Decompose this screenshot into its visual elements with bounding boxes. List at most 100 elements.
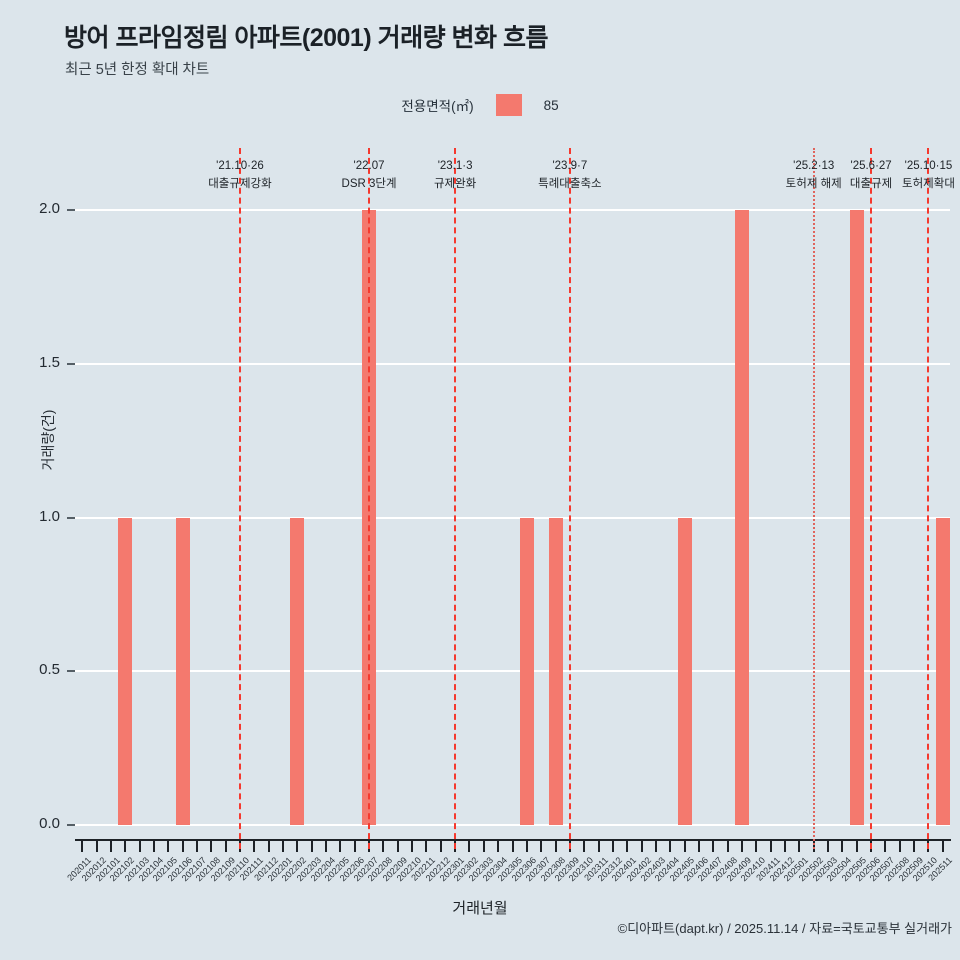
x-axis-tick bbox=[755, 841, 758, 852]
event-annotation-label: '25.6·27 대출규제 bbox=[850, 158, 892, 194]
event-annotation-desc: 규제완화 bbox=[433, 178, 477, 190]
event-marker-line bbox=[870, 148, 873, 849]
x-axis-tick bbox=[138, 841, 141, 852]
bar[interactable] bbox=[519, 517, 534, 825]
event-marker-line bbox=[568, 148, 571, 849]
x-axis-tick bbox=[339, 841, 342, 852]
x-axis-tick bbox=[310, 841, 313, 852]
event-annotation-date: '23.9·7 bbox=[552, 160, 588, 172]
event-annotation-date: '23.1·3 bbox=[437, 160, 473, 172]
x-axis-tick bbox=[167, 841, 170, 852]
x-axis-tick bbox=[540, 841, 543, 852]
y-axis-tick bbox=[67, 670, 75, 673]
chart-footer-credit: ©디아파트(dapt.kr) / 2025.11.14 / 자료=국토교통부 실… bbox=[617, 921, 952, 936]
event-marker-line bbox=[927, 148, 930, 849]
x-axis-tick bbox=[611, 841, 614, 852]
x-axis-tick bbox=[683, 841, 686, 852]
x-axis-title: 거래년월 bbox=[452, 900, 508, 917]
gridline bbox=[75, 209, 950, 211]
event-annotation-label: '25.10·15 토허제확대 bbox=[902, 158, 955, 194]
event-marker-line bbox=[368, 148, 371, 849]
x-axis-tick bbox=[784, 841, 787, 852]
x-axis-tick bbox=[884, 841, 887, 852]
x-axis-tick bbox=[267, 841, 270, 852]
y-axis-tick bbox=[67, 516, 75, 519]
x-axis-tick bbox=[654, 841, 657, 852]
x-axis-tick bbox=[396, 841, 399, 852]
event-annotation-label: '21.10·26 대출규제강화 bbox=[208, 158, 271, 194]
gridline bbox=[75, 362, 950, 365]
x-axis-tick bbox=[439, 841, 442, 852]
chart-legend: 전용면적(㎡) 85 bbox=[0, 94, 960, 116]
x-axis-tick bbox=[181, 841, 184, 852]
x-axis-tick bbox=[210, 841, 213, 852]
event-annotation-date: '25.2·13 bbox=[793, 160, 835, 172]
event-annotation-date: '25.6·27 bbox=[850, 160, 892, 172]
x-axis-tick bbox=[798, 841, 801, 852]
event-annotation-label: '23.1·3 규제완화 bbox=[434, 158, 476, 194]
chart-subtitle: 최근 5년 한정 확대 차트 bbox=[65, 62, 210, 78]
x-axis-tick bbox=[511, 841, 514, 852]
legend-title: 전용면적(㎡) bbox=[401, 99, 474, 114]
event-annotation-date: '22.07 bbox=[353, 160, 385, 172]
y-axis-tick-label: 0.5 bbox=[39, 661, 60, 679]
x-axis-tick bbox=[109, 841, 112, 852]
event-annotation-desc: 대출규제 bbox=[849, 178, 893, 190]
y-axis-tick bbox=[67, 362, 75, 365]
x-axis-tick bbox=[253, 841, 256, 852]
x-axis-tick bbox=[712, 841, 715, 852]
gridline bbox=[75, 824, 950, 826]
x-axis-tick bbox=[95, 841, 98, 852]
x-axis-tick bbox=[913, 841, 916, 852]
x-axis-tick bbox=[640, 841, 643, 852]
x-axis-tick bbox=[525, 841, 528, 852]
bar[interactable] bbox=[290, 517, 305, 825]
x-axis-tick bbox=[898, 841, 901, 852]
x-axis-tick bbox=[325, 841, 328, 852]
x-axis-tick bbox=[152, 841, 155, 852]
x-axis-tick bbox=[353, 841, 356, 852]
x-axis-tick bbox=[626, 841, 629, 852]
event-annotation-desc: 토허제확대 bbox=[902, 178, 955, 190]
x-axis-tick bbox=[281, 841, 284, 852]
x-axis-tick bbox=[841, 841, 844, 852]
plot-area bbox=[75, 209, 950, 826]
x-axis-tick bbox=[482, 841, 485, 852]
event-annotation-date: '21.10·26 bbox=[216, 160, 264, 172]
page-title: 방어 프라임정림 아파트(2001) 거래량 변화 흐름 bbox=[64, 24, 549, 52]
x-axis-tick bbox=[726, 841, 729, 852]
event-annotation-desc: 토허제 해제 bbox=[785, 178, 842, 190]
x-axis-tick bbox=[382, 841, 385, 852]
x-axis-tick bbox=[769, 841, 772, 852]
legend-color-swatch bbox=[495, 94, 522, 116]
bar[interactable] bbox=[735, 210, 749, 825]
event-annotation-desc: DSR 3단계 bbox=[341, 178, 397, 190]
x-axis-tick bbox=[597, 841, 600, 852]
event-marker-line bbox=[454, 148, 457, 849]
y-axis-tick bbox=[67, 824, 75, 826]
x-axis-tick bbox=[669, 841, 672, 852]
bar[interactable] bbox=[118, 517, 133, 825]
event-annotation-desc: 특례대출축소 bbox=[538, 178, 602, 190]
bar[interactable] bbox=[677, 517, 692, 825]
x-axis-tick bbox=[195, 841, 198, 852]
y-axis-title: 거래량(건) bbox=[40, 409, 56, 471]
event-marker-line bbox=[238, 148, 241, 849]
x-axis-tick bbox=[425, 841, 428, 852]
bar[interactable] bbox=[548, 517, 563, 825]
bar[interactable] bbox=[849, 210, 864, 825]
x-axis-tick bbox=[941, 841, 944, 852]
x-axis-tick bbox=[741, 841, 743, 852]
x-axis-tick bbox=[554, 841, 557, 852]
x-axis-tick bbox=[411, 841, 414, 852]
event-annotation-label: '25.2·13 토허제 해제 bbox=[786, 158, 842, 194]
y-axis-tick-label: 2.0 bbox=[39, 200, 60, 217]
bar[interactable] bbox=[175, 517, 190, 825]
event-annotation-label: '22.07 DSR 3단계 bbox=[342, 158, 397, 194]
bar[interactable] bbox=[935, 517, 950, 825]
x-axis-tick bbox=[81, 841, 84, 852]
x-axis-line bbox=[75, 839, 951, 841]
x-axis-tick bbox=[497, 841, 500, 852]
event-annotation-date: '25.10·15 bbox=[904, 160, 953, 172]
